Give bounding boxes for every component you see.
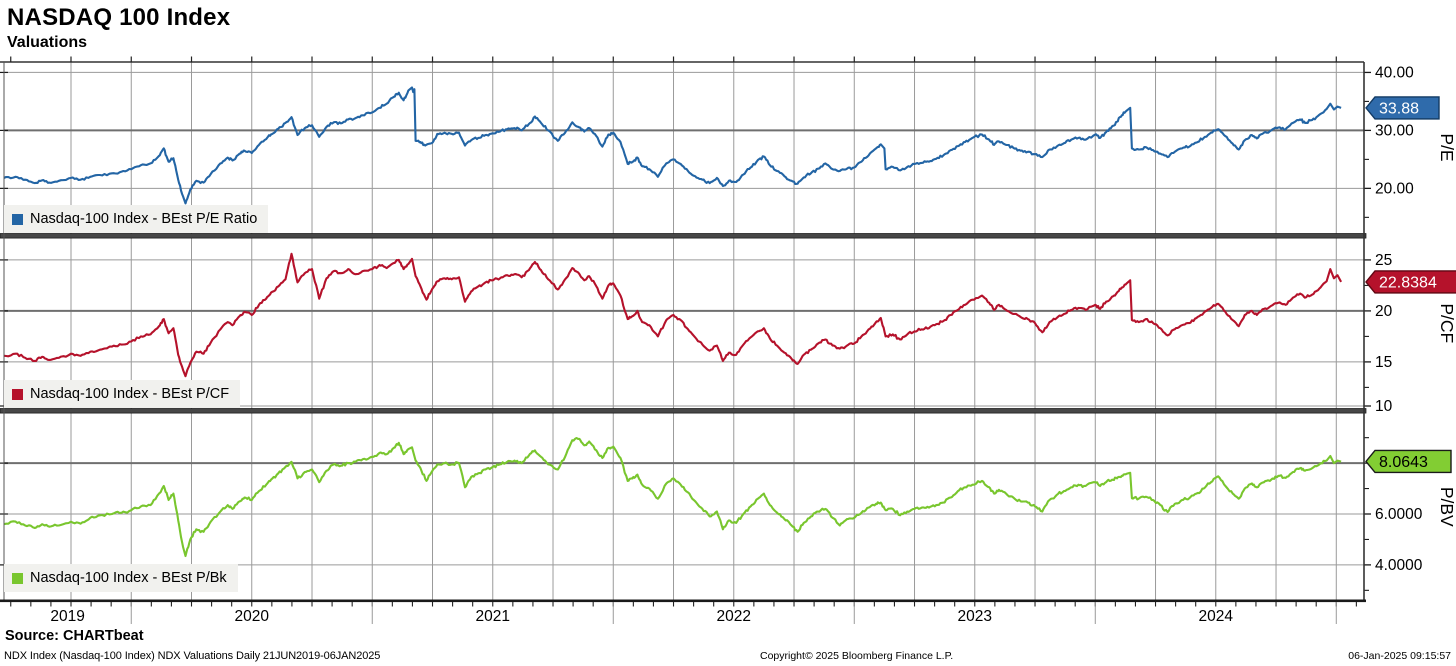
y-tick-label: 20.00	[1375, 180, 1414, 197]
x-axis-year-label: 2024	[1199, 608, 1234, 625]
page-title: NASDAQ 100 Index	[7, 4, 231, 31]
legend-pcf[interactable]: Nasdaq-100 Index - BEst P/CF	[4, 380, 241, 408]
tag-shape	[1365, 270, 1456, 294]
y-tick-label: 40.00	[1375, 64, 1414, 81]
footer-timestamp: 06-Jan-2025 09:15:57	[1348, 650, 1451, 662]
last-value-tag-pcf: 22.8384	[1365, 270, 1456, 294]
y-axis-title-pe: P/E	[1437, 133, 1456, 161]
y-tick-label: 15	[1375, 354, 1392, 371]
series-line-pbv[interactable]	[4, 436, 1342, 558]
series-line-pe[interactable]	[4, 86, 1342, 205]
pcf-series-swatch-icon	[12, 388, 23, 400]
x-axis-year-label: 2022	[717, 608, 751, 625]
y-tick-label: 25	[1375, 252, 1392, 269]
panel-separator	[0, 408, 1367, 414]
valuation-chart-plot[interactable]: 40.00 30.00 20.00 25 20 15 10 6.0000 4.0000 2019 2…	[0, 0, 1456, 630]
legend-pcf-label: Nasdaq-100 Index - BEst P/CF	[30, 386, 230, 402]
y-tick-label: 30.00	[1375, 122, 1414, 139]
page-subtitle: Valuations	[7, 34, 88, 51]
x-axis-year-label: 2023	[958, 608, 992, 625]
tag-shape	[1365, 96, 1440, 120]
legend-pbk-label: Nasdaq-100 Index - BEst P/Bk	[30, 570, 227, 586]
panel-separator	[0, 233, 1367, 239]
y-axis-title-pcf: P/CF	[1437, 303, 1456, 343]
pbk-series-swatch-icon	[12, 572, 23, 584]
legend-pbk[interactable]: Nasdaq-100 Index - BEst P/Bk	[4, 564, 238, 592]
pe-series-swatch-icon	[12, 213, 23, 225]
x-axis-year-label: 2020	[235, 608, 270, 625]
footer-copyright: Copyright© 2025 Bloomberg Finance L.P.	[760, 650, 954, 662]
footer-description: NDX Index (Nasdaq-100 Index) NDX Valuati…	[4, 650, 381, 662]
footer-source: Source: CHARTbeat	[5, 628, 144, 644]
last-value-tag-pbv: 8.0643	[1365, 449, 1452, 474]
y-tick-label: 10	[1375, 398, 1393, 415]
legend-pe-label: Nasdaq-100 Index - BEst P/E Ratio	[30, 211, 258, 227]
last-value-tag-label: 8.0643	[1379, 454, 1428, 471]
y-tick-label: 20	[1375, 303, 1393, 320]
last-value-tag-label: 22.8384	[1379, 274, 1437, 291]
y-tick-label: 6.0000	[1375, 506, 1423, 523]
tag-shape	[1365, 449, 1452, 474]
y-tick-label: 4.0000	[1375, 557, 1423, 574]
last-value-tag-label: 33.88	[1379, 100, 1419, 117]
series-line-pcf[interactable]	[4, 252, 1343, 378]
last-value-tag-pe: 33.88	[1365, 96, 1440, 120]
x-axis-year-label: 2021	[476, 608, 510, 625]
legend-pe[interactable]: Nasdaq-100 Index - BEst P/E Ratio	[4, 205, 269, 233]
x-axis-year-label: 2019	[50, 608, 84, 625]
y-axis-title-pbv: P/BV	[1437, 487, 1456, 527]
x-axis-line	[0, 599, 1366, 603]
